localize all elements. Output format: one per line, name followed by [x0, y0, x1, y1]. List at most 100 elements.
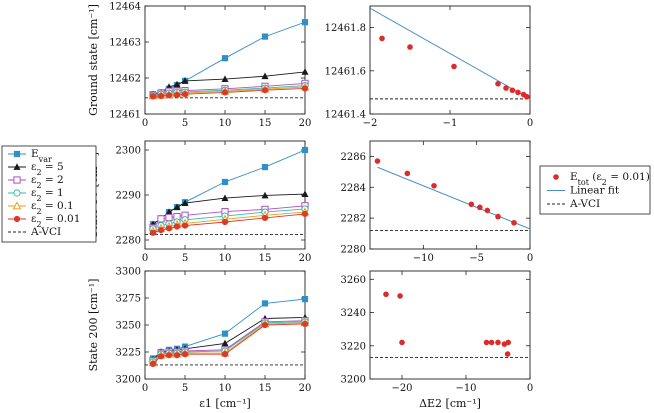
data-point-eps001: [165, 225, 173, 232]
extrapolated-point: [397, 293, 403, 299]
x-tick-label: 5: [182, 383, 188, 394]
extrapolated-point: [483, 339, 490, 346]
legend-marker: [13, 163, 21, 170]
extrapolated-point: [404, 170, 411, 177]
extrapolated-point: [509, 87, 516, 94]
x-axis-label: ΔE2 [cm⁻¹]: [419, 397, 481, 410]
data-point-eps001: [157, 227, 165, 234]
legend-label-base: A-VCI: [30, 226, 61, 238]
x-tick-label: 0: [527, 118, 533, 129]
legend-label: A-VCI: [569, 198, 600, 210]
data-point-E_var: [301, 295, 309, 303]
data-point-eps5: [221, 75, 229, 82]
data-point-eps001: [157, 353, 165, 360]
data-point-eps001: [221, 351, 229, 358]
legend-label: ε2 = 2: [31, 174, 64, 190]
y-tick-label: 2290: [116, 191, 141, 202]
legend-label-base: ε: [31, 213, 36, 225]
y-tick-label: 2284: [341, 183, 366, 194]
data-point-eps2: [157, 215, 165, 223]
data-point-eps001: [181, 222, 189, 229]
legend-label-base: E: [31, 148, 39, 160]
data-point-eps001: [165, 92, 173, 99]
data-point-eps001: [301, 210, 309, 217]
extrapolated-point: [431, 182, 437, 189]
legend-label-base: ε: [31, 161, 36, 173]
data-point-eps001: [165, 352, 173, 359]
legend-label-tail: = 5: [42, 161, 64, 173]
data-point-eps001: [261, 321, 269, 329]
data-point-eps001: [301, 85, 309, 92]
x-tick-label: 15: [259, 253, 272, 264]
legend-label-tail: = 2: [42, 174, 64, 186]
legend-label-base: Linear fit: [570, 185, 620, 197]
data-point-eps001: [173, 91, 181, 99]
data-point-eps001: [149, 229, 157, 236]
panel-ground-right: −2 −1 0 12461.4 12461.6 12461.8: [325, 5, 533, 129]
y-tick-label: 12461.6: [325, 66, 366, 77]
legend-label-subscript: 2: [36, 220, 41, 229]
legend-marker: [13, 215, 21, 223]
legend-label-tail: (ε: [589, 171, 602, 183]
y-tick-label: 3200: [341, 375, 366, 386]
y-axis-label: State 200 [cm⁻¹]: [87, 279, 100, 372]
panel-state200-right: −20 −10 0 3200 3220 3240 3260 ΔE2 [cm⁻¹]: [341, 270, 533, 410]
x-tick-label: 0: [527, 253, 533, 264]
legend-label: ε2 = 1: [31, 187, 64, 203]
extrapolated-point: [515, 89, 521, 96]
y-tick-label: 3260: [341, 275, 366, 286]
x-tick-label: 20: [299, 118, 312, 129]
legend-label-tail: = 0.01: [42, 213, 81, 225]
x-tick-label: 15: [259, 383, 272, 394]
extrapolated-point: [451, 63, 457, 70]
legend-label-subscript: 2: [36, 181, 41, 190]
legend-label: Etot (ε2 = 0.01): [570, 171, 650, 187]
x-tick-label: 5: [182, 253, 188, 264]
y-axis-label: Ground state [cm⁻¹]: [87, 4, 100, 116]
data-point-eps5: [181, 77, 189, 84]
data-point-E_var: [261, 33, 269, 40]
y-tick-label: 2300: [116, 146, 141, 157]
y-tick-label: 3225: [116, 348, 141, 359]
y-tick-label: 12463: [109, 38, 141, 49]
data-point-eps5: [221, 194, 229, 202]
x-tick-label: 10: [219, 118, 232, 129]
extrapolated-point: [505, 339, 512, 346]
legend-label-tail: = 0.01): [607, 171, 650, 183]
y-tick-label: 2280: [116, 236, 141, 247]
legend-marker: [13, 176, 21, 184]
legend-label-subscript: 2: [36, 207, 41, 216]
linear-fit-line: [370, 7, 530, 100]
legend-label-tail: = 0.1: [42, 200, 74, 212]
data-point-eps5: [173, 203, 181, 211]
data-point-eps001: [181, 351, 189, 358]
legend-marker: [553, 174, 559, 180]
legend-label-subscript: 2: [36, 194, 41, 203]
x-tick-label: 10: [219, 253, 232, 264]
legend-label-subscript: tot: [578, 178, 590, 187]
data-point-E_var: [261, 164, 269, 171]
x-tick-label: −10: [413, 253, 434, 264]
legend-label: ε2 = 0.1: [31, 200, 74, 216]
extrapolated-point: [407, 44, 413, 50]
x-tick-label: 0: [142, 118, 148, 129]
data-point-eps5: [261, 72, 269, 80]
linear-fit-line: [377, 166, 530, 230]
data-point-eps001: [149, 93, 157, 100]
x-tick-label: 5: [182, 118, 188, 129]
legend-label-base: ε: [31, 200, 36, 212]
extrapolated-point: [504, 351, 511, 357]
extrapolated-point: [488, 339, 495, 346]
data-point-eps5: [221, 339, 229, 347]
legend-label-base: E: [570, 171, 578, 183]
legend-label-subscript: 2: [602, 178, 607, 187]
data-point-eps5: [301, 190, 309, 197]
y-tick-label: 3275: [116, 294, 141, 305]
data-point-eps001: [261, 214, 269, 222]
data-point-eps2: [165, 213, 173, 222]
legend-label: Evar: [31, 148, 52, 164]
extrapolated-point: [379, 35, 385, 42]
x-tick-label: −2: [363, 118, 378, 129]
